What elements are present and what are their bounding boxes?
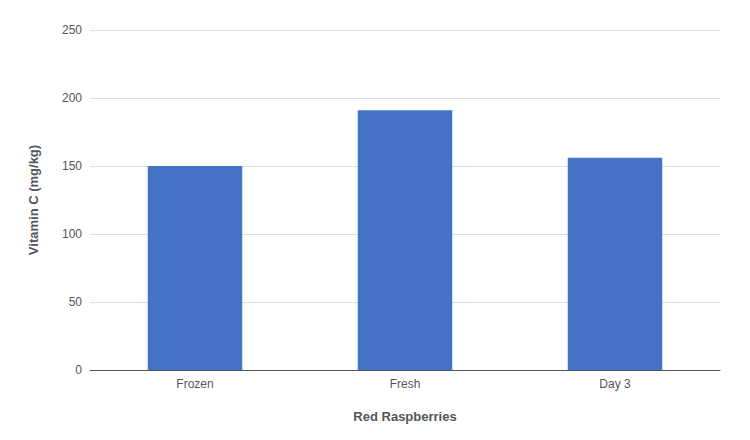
svg-text:100: 100	[62, 227, 82, 241]
svg-text:250: 250	[62, 23, 82, 37]
svg-text:Fresh: Fresh	[390, 377, 421, 391]
svg-text:50: 50	[69, 295, 83, 309]
svg-text:0: 0	[75, 363, 82, 377]
svg-text:200: 200	[62, 91, 82, 105]
svg-text:Day 3: Day 3	[599, 377, 631, 391]
svg-text:Vitamin C (mg/kg): Vitamin C (mg/kg)	[26, 145, 41, 255]
svg-text:150: 150	[62, 159, 82, 173]
svg-text:Frozen: Frozen	[176, 377, 213, 391]
svg-text:Red Raspberries: Red Raspberries	[353, 409, 456, 424]
